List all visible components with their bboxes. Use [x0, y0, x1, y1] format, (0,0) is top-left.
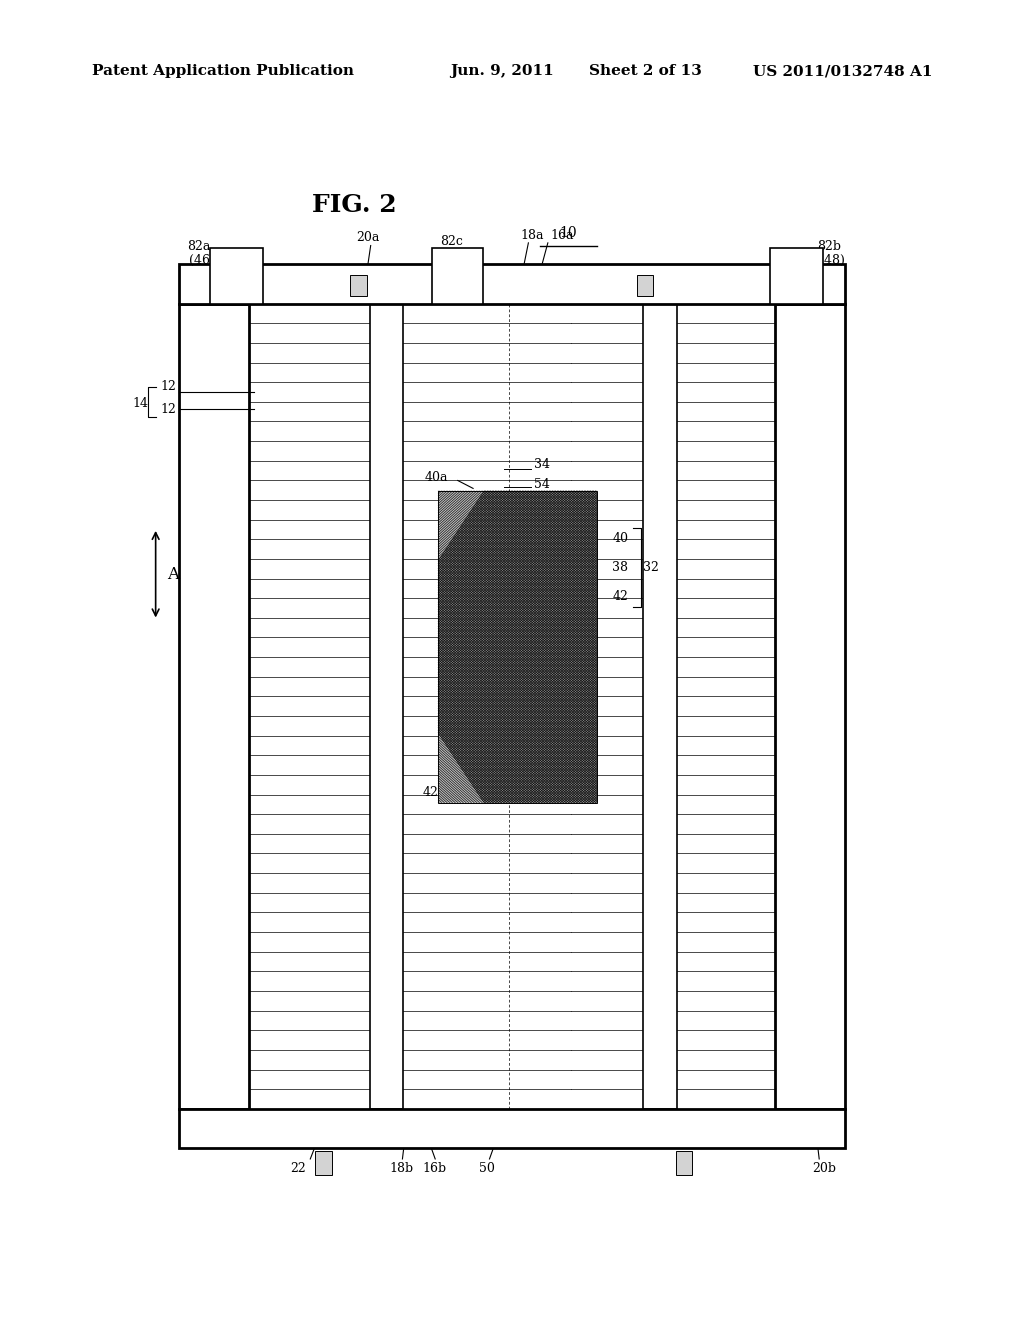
Text: 10: 10 [559, 226, 578, 240]
Bar [432, 248, 483, 304]
Text: Jun. 9, 2011: Jun. 9, 2011 [451, 65, 554, 78]
Text: Patent Application Publication: Patent Application Publication [92, 65, 354, 78]
Text: 42a: 42a [423, 785, 446, 799]
Text: 18a: 18a [520, 228, 544, 242]
Text: 12: 12 [161, 380, 177, 393]
Bar [315, 1151, 332, 1175]
Text: 16b: 16b [423, 1162, 447, 1175]
Text: 18b: 18b [389, 1162, 414, 1175]
Bar [770, 248, 823, 304]
Text: =  36  64: = 36 64 [464, 785, 522, 799]
Bar [643, 304, 677, 1109]
Bar [370, 304, 403, 1109]
Text: 54: 54 [534, 478, 550, 491]
Text: (46): (46) [189, 253, 215, 267]
Text: 82c: 82c [440, 235, 463, 248]
Text: 20a: 20a [356, 231, 380, 244]
Text: 82b: 82b [817, 240, 841, 253]
Bar [775, 304, 845, 1109]
Text: 12: 12 [161, 403, 177, 416]
Text: A: A [167, 566, 179, 582]
Bar [179, 1109, 845, 1148]
Text: 38: 38 [612, 561, 629, 574]
Text: 14: 14 [132, 397, 148, 411]
Bar [438, 491, 597, 803]
Text: 82a: 82a [187, 240, 211, 253]
Bar [350, 275, 367, 296]
Text: 42: 42 [612, 590, 629, 603]
Bar [179, 304, 249, 1109]
Bar [676, 1151, 692, 1175]
Text: 40a: 40a [425, 471, 449, 484]
Text: 34: 34 [534, 458, 550, 471]
Text: 50: 50 [479, 1162, 496, 1175]
Text: 20b: 20b [812, 1162, 836, 1175]
Text: (48): (48) [819, 253, 845, 267]
Bar [179, 264, 845, 304]
Text: 40: 40 [612, 532, 629, 545]
Bar [210, 248, 263, 304]
Text: 32: 32 [643, 561, 659, 574]
Text: 22: 22 [290, 1162, 305, 1175]
Text: 16a: 16a [551, 228, 574, 242]
Bar [637, 275, 653, 296]
Text: FIG. 2: FIG. 2 [312, 193, 397, 216]
Text: Sheet 2 of 13: Sheet 2 of 13 [589, 65, 701, 78]
Text: US 2011/0132748 A1: US 2011/0132748 A1 [753, 65, 932, 78]
Bar [438, 491, 597, 803]
